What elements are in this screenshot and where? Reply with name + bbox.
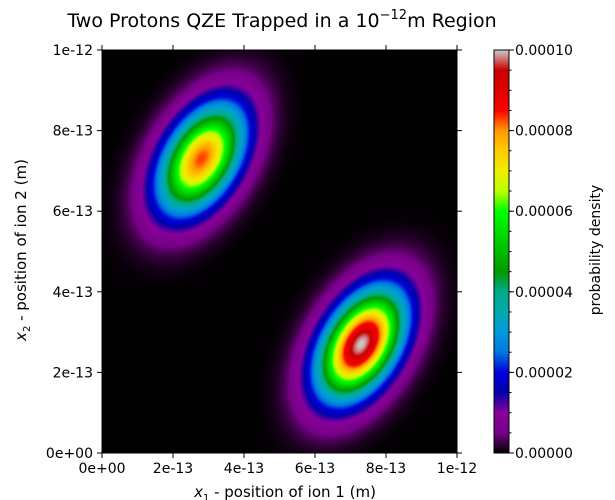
y-tick-label: 2e-13	[53, 365, 93, 381]
colorbar-tick-label: 0.00002	[515, 365, 573, 381]
chart-title-main: Two Protons QZE Trapped in a 10	[66, 10, 379, 32]
y-tick-label: 1e-12	[53, 43, 93, 59]
y-tick-label: 0e+00	[46, 446, 93, 462]
chart-title: Two Protons QZE Trapped in a 10−12m Regi…	[66, 8, 496, 32]
y-axis-label-symbol: x	[12, 332, 30, 342]
x-tick-label: 2e-13	[153, 461, 193, 477]
x-tick-label: 6e-13	[295, 461, 335, 477]
x-tick-label: 8e-13	[366, 461, 406, 477]
colorbar-label: probability density	[588, 185, 604, 315]
chart-title-suffix: m Region	[407, 10, 497, 32]
colorbar-tick-label: 0.00010	[515, 43, 573, 59]
y-axis-label-subscript: 2	[22, 326, 33, 332]
colorbar-tick-label: 0.00006	[515, 204, 573, 220]
x-axis-label-subscript: 1	[203, 493, 209, 500]
x-axis-label-symbol: x	[193, 483, 203, 500]
colorbar-tick-label: 0.00008	[515, 124, 573, 140]
plot-frame	[101, 49, 458, 454]
x-axis: 0e+00 2e-13 4e-13 6e-13 8e-13 1e-12	[78, 45, 477, 477]
y-axis: 0e+00 2e-13 4e-13 6e-13 8e-13 1e-12	[46, 43, 462, 462]
colorbar-tick-label: 0.00004	[515, 285, 573, 301]
y-axis-label: x2 - position of ion 2 (m)	[12, 159, 33, 342]
x-tick-label: 4e-13	[224, 461, 264, 477]
x-tick-label: 0e+00	[78, 461, 125, 477]
x-tick-label: 1e-12	[437, 461, 477, 477]
colorbar-axis: 0.00000 0.00002 0.00004 0.00006 0.00008 0.000…	[509, 43, 573, 462]
y-tick-label: 4e-13	[53, 285, 93, 301]
y-tick-label: 8e-13	[53, 124, 93, 140]
colorbar-tick-label: 0.00000	[515, 446, 573, 462]
heatmap-image	[102, 50, 457, 453]
x-axis-label: x1 - position of ion 1 (m)	[193, 483, 376, 500]
x-axis-label-text: - position of ion 1 (m)	[209, 483, 376, 500]
plot-area	[102, 50, 457, 453]
colorbar	[493, 49, 510, 454]
chart-title-exponent: −12	[380, 8, 407, 23]
y-tick-label: 6e-13	[53, 204, 93, 220]
y-axis-label-text: - position of ion 2 (m)	[12, 159, 30, 326]
